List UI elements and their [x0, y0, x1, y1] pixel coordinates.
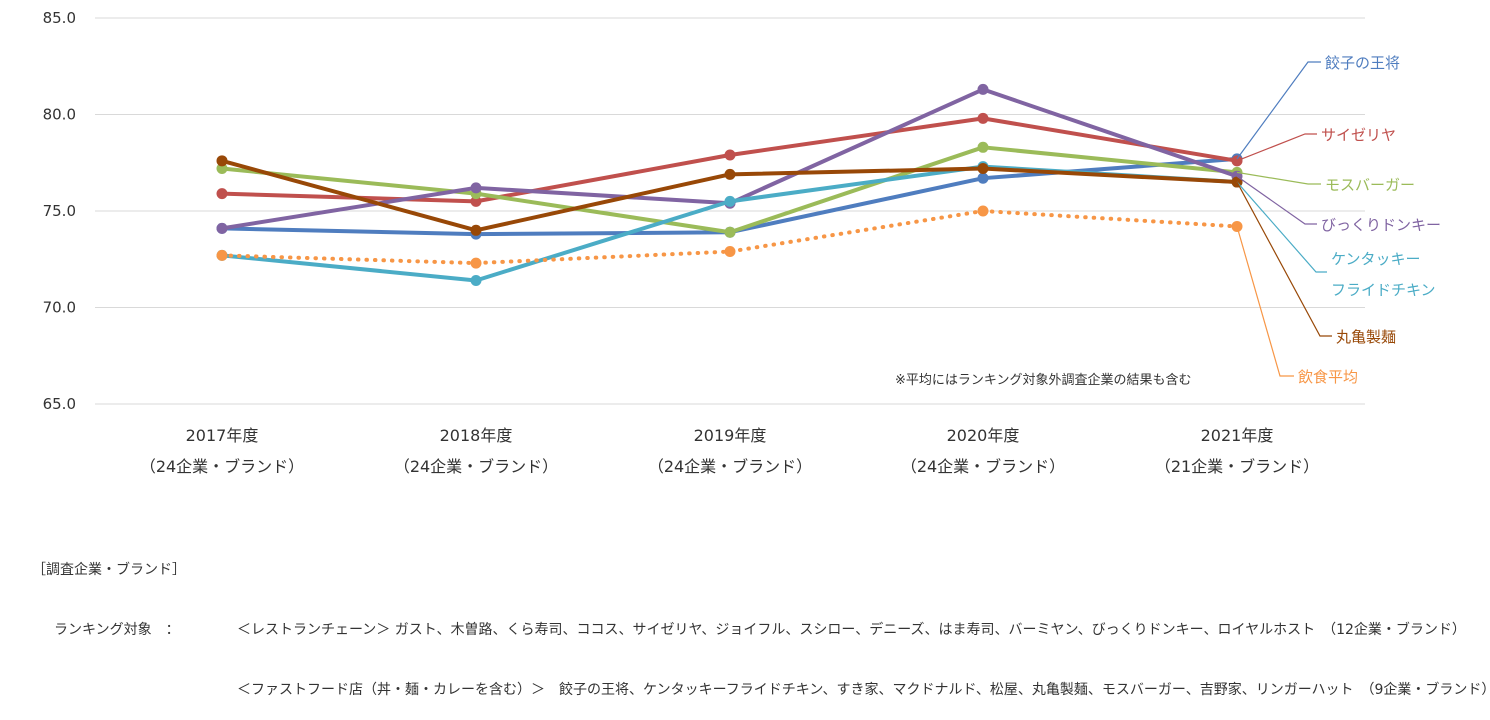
x-tick-sublabel: （24企業・ブランド）: [140, 457, 304, 476]
series-lines: [216, 83, 1243, 286]
series-丸亀製麺: [216, 155, 1243, 236]
data-point: [470, 257, 482, 269]
chart-annotation: ※平均にはランキング対象外調査企業の結果も含む: [895, 372, 1192, 388]
legend-label: 丸亀製麺: [1336, 328, 1396, 346]
legend-label: 飲食平均: [1298, 368, 1358, 386]
footer-line-fastfood: ＜ファストフード店（丼・麺・カレーを含む）＞ 餃子の王将、ケンタッキーフライドチ…: [237, 682, 1490, 698]
footer-ranking-label: ランキング対象 ：: [54, 622, 180, 638]
data-point: [470, 274, 482, 286]
y-tick-label: 70.0: [43, 299, 76, 317]
y-tick-label: 80.0: [43, 106, 76, 124]
x-tick-label: 2021年度: [1201, 426, 1274, 445]
series-サイゼリヤ: [216, 112, 1243, 207]
x-tick-sublabel: （24企業・ブランド）: [394, 457, 558, 476]
data-point: [977, 172, 989, 184]
legend-leader-line: [1236, 61, 1321, 160]
data-point: [470, 195, 482, 207]
legend-label: サイゼリヤ: [1321, 126, 1396, 144]
legend-leader-line: [1236, 175, 1317, 225]
footer-line-restaurants: ＜レストランチェーン＞ ガスト、木曽路、くら寿司、ココス、サイゼリヤ、ジョイフル…: [237, 622, 1466, 638]
x-tick-sublabel: （24企業・ブランド）: [901, 457, 1065, 476]
legend-label: 餃子の王将: [1325, 54, 1400, 72]
x-tick-label: 2018年度: [440, 426, 513, 445]
y-axis-tick-labels: 85.0 80.0 75.0 70.0 65.0: [43, 9, 76, 413]
footer-notes: ［調査企業・ブランド］ ランキング対象 ： ＜レストランチェーン＞ ガスト、木曽路…: [32, 520, 1490, 720]
data-point: [724, 149, 736, 161]
data-point: [977, 205, 989, 217]
data-point: [216, 163, 228, 175]
x-tick-label: 2017年度: [186, 426, 259, 445]
line-chart: 85.080.075.070.065.0 2017年度（24企業・ブランド）20…: [43, 9, 1441, 476]
legend-leader-line: [1236, 181, 1327, 273]
legend: 餃子の王将サイゼリヤモスバーガーびっくりドンキーケンタッキーフライドチキン丸亀製…: [1236, 54, 1441, 386]
series-ケンタッキーフライドチキン: [216, 161, 1243, 286]
legend-leader-line: [1236, 133, 1317, 162]
y-tick-label: 85.0: [43, 9, 76, 27]
legend-label: モスバーガー: [1325, 176, 1415, 194]
series-飲食平均: [216, 205, 1243, 269]
data-point: [724, 246, 736, 258]
data-point: [977, 112, 989, 124]
data-point: [470, 224, 482, 236]
data-point: [724, 195, 736, 207]
data-point: [724, 168, 736, 180]
x-tick-label: 2019年度: [694, 426, 767, 445]
data-point: [216, 155, 228, 167]
legend-label: フライドチキン: [1331, 281, 1436, 299]
data-point: [724, 226, 736, 238]
data-point: [977, 141, 989, 153]
y-tick-label: 65.0: [43, 395, 76, 413]
legend-leader-line: [1236, 171, 1321, 185]
legend-leader-line: [1236, 226, 1294, 377]
x-tick-sublabel: （21企業・ブランド）: [1155, 457, 1319, 476]
y-tick-label: 75.0: [43, 202, 76, 220]
legend-leader-line: [1236, 181, 1332, 337]
data-point: [216, 249, 228, 261]
x-axis-tick-labels: 2017年度 （24企業・ブランド） 2018年度 （24企業・ブランド） 2019年度…: [140, 426, 1319, 476]
data-point: [977, 163, 989, 175]
data-point: [216, 188, 228, 200]
x-tick-label: 2020年度: [947, 426, 1020, 445]
x-tick-sublabel: （24企業・ブランド）: [648, 457, 812, 476]
data-point: [977, 83, 989, 95]
data-point: [470, 182, 482, 194]
gridlines: [95, 17, 1365, 405]
legend-label: びっくりドンキー: [1321, 216, 1441, 234]
data-point: [216, 222, 228, 234]
legend-label: ケンタッキー: [1331, 250, 1421, 268]
footer-heading: ［調査企業・ブランド］: [32, 562, 186, 578]
